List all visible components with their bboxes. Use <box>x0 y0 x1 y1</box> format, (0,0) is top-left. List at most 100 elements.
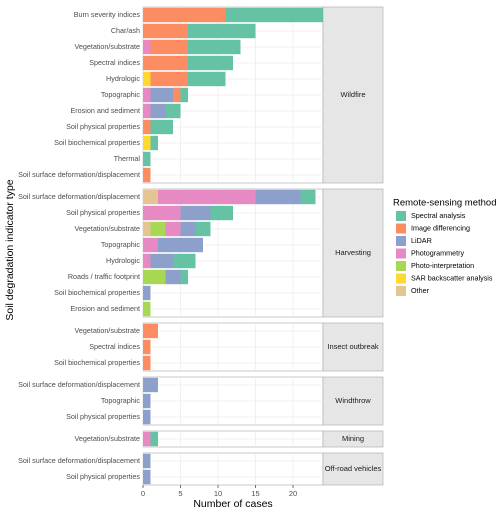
facet-label: Off-road vehicles <box>325 464 382 473</box>
y-tick-label: Soil physical properties <box>66 122 140 131</box>
bar-segment <box>143 55 188 71</box>
bar-segment <box>173 253 196 269</box>
facet-strip <box>322 6 384 184</box>
legend-key <box>396 261 406 271</box>
bar-segment <box>150 39 188 55</box>
bar-segment <box>188 71 226 87</box>
bar-segment <box>195 221 211 237</box>
y-tick-label: Soil biochemical properties <box>54 358 140 367</box>
facet-label: Windthrow <box>335 396 371 405</box>
bar-segment <box>150 103 166 119</box>
bar-segment <box>143 285 151 301</box>
bar-segment <box>143 253 151 269</box>
y-tick-label: Topographic <box>101 240 141 249</box>
bar-segment <box>210 205 233 221</box>
legend-key <box>396 248 406 259</box>
y-tick-label: Erosion and sediment <box>70 106 140 115</box>
legend-key <box>396 223 406 234</box>
bar-segment <box>143 71 151 87</box>
bar-segment <box>165 221 181 237</box>
facet-label: Mining <box>342 434 364 443</box>
bar-segment <box>188 39 241 55</box>
y-tick-label: Soil surface deformation/displacement <box>18 170 140 179</box>
facet-strip <box>322 322 384 372</box>
legend-title: Remote-sensing method <box>393 198 497 209</box>
panel <box>142 452 324 486</box>
bar-segment <box>188 23 256 39</box>
bar-segment <box>143 103 151 119</box>
bar-segment <box>143 39 151 55</box>
bar-segment <box>225 7 323 23</box>
y-tick-label: Char/ash <box>111 26 140 35</box>
y-tick-label: Topographic <box>101 90 141 99</box>
bar-segment <box>180 269 188 285</box>
bar-segment <box>143 7 226 23</box>
bar-segment <box>143 355 151 371</box>
facet-label: Insect outbreak <box>327 342 379 351</box>
bar-segment <box>143 151 151 167</box>
bar-segment <box>143 119 151 135</box>
bar-segment <box>143 339 151 355</box>
y-tick-label: Vegetation/substrate <box>74 224 140 233</box>
y-tick-label: Thermal <box>114 154 141 163</box>
bar-segment <box>143 221 151 237</box>
bar-segment <box>150 253 173 269</box>
bar-segment <box>188 55 233 71</box>
x-tick-label: 5 <box>178 489 182 498</box>
bar-segment <box>143 301 151 317</box>
y-tick-label: Vegetation/substrate <box>74 434 140 443</box>
facet-strip <box>322 376 384 426</box>
legend-key <box>396 273 406 284</box>
bar-segment <box>180 221 196 237</box>
x-tick-label: 0 <box>141 489 145 498</box>
y-tick-label: Soil surface deformation/displacement <box>18 380 140 389</box>
bar-segment <box>143 87 151 103</box>
bar-segment <box>180 205 211 221</box>
y-tick-label: Soil biochemical properties <box>54 288 140 297</box>
bar-segment <box>150 87 173 103</box>
x-tick-label: 20 <box>289 489 297 498</box>
facet-strip <box>322 188 384 318</box>
bar-segment <box>143 323 158 339</box>
bar-segment <box>150 119 173 135</box>
bar-segment <box>300 189 316 205</box>
bar-segment <box>143 393 151 409</box>
bar-segment <box>143 23 188 39</box>
y-tick-label: Topographic <box>101 396 141 405</box>
bar-segment <box>143 135 151 151</box>
bar-segment <box>143 431 151 447</box>
legend-label: LiDAR <box>411 236 432 245</box>
y-tick-label: Erosion and sediment <box>70 304 140 313</box>
bar-segment <box>143 237 158 253</box>
y-tick-label: Soil physical properties <box>66 412 140 421</box>
y-tick-label: Vegetation/substrate <box>74 42 140 51</box>
bar-segment <box>150 135 158 151</box>
y-tick-label: Vegetation/substrate <box>74 326 140 335</box>
x-axis-title: Number of cases <box>193 498 272 510</box>
legend-label: Image differencing <box>411 223 470 232</box>
bar-segment <box>165 103 181 119</box>
bar-segment <box>255 189 301 205</box>
bar-segment <box>143 377 158 393</box>
y-tick-label: Spectral indices <box>89 58 140 67</box>
bar-segment <box>165 269 181 285</box>
legend-label: Spectral analysis <box>411 211 466 220</box>
y-tick-label: Soil surface deformation/displacement <box>18 456 140 465</box>
y-tick-label: Soil physical properties <box>66 208 140 217</box>
bar-segment <box>143 453 151 469</box>
y-tick-label: Roads / traffic footprint <box>68 272 140 281</box>
legend-key <box>396 286 406 296</box>
y-tick-label: Soil biochemical properties <box>54 138 140 147</box>
y-tick-label: Hydrologic <box>106 256 140 265</box>
x-tick-label: 10 <box>214 489 222 498</box>
legend-label: Other <box>411 286 430 295</box>
bar-segment <box>150 431 158 447</box>
x-tick-label: 15 <box>251 489 259 498</box>
bar-segment <box>143 409 151 425</box>
legend-key <box>396 211 406 221</box>
bar-segment <box>143 205 181 221</box>
y-tick-label: Spectral indices <box>89 342 140 351</box>
bar-segment <box>143 189 158 205</box>
facet-label: Harvesting <box>335 248 371 257</box>
